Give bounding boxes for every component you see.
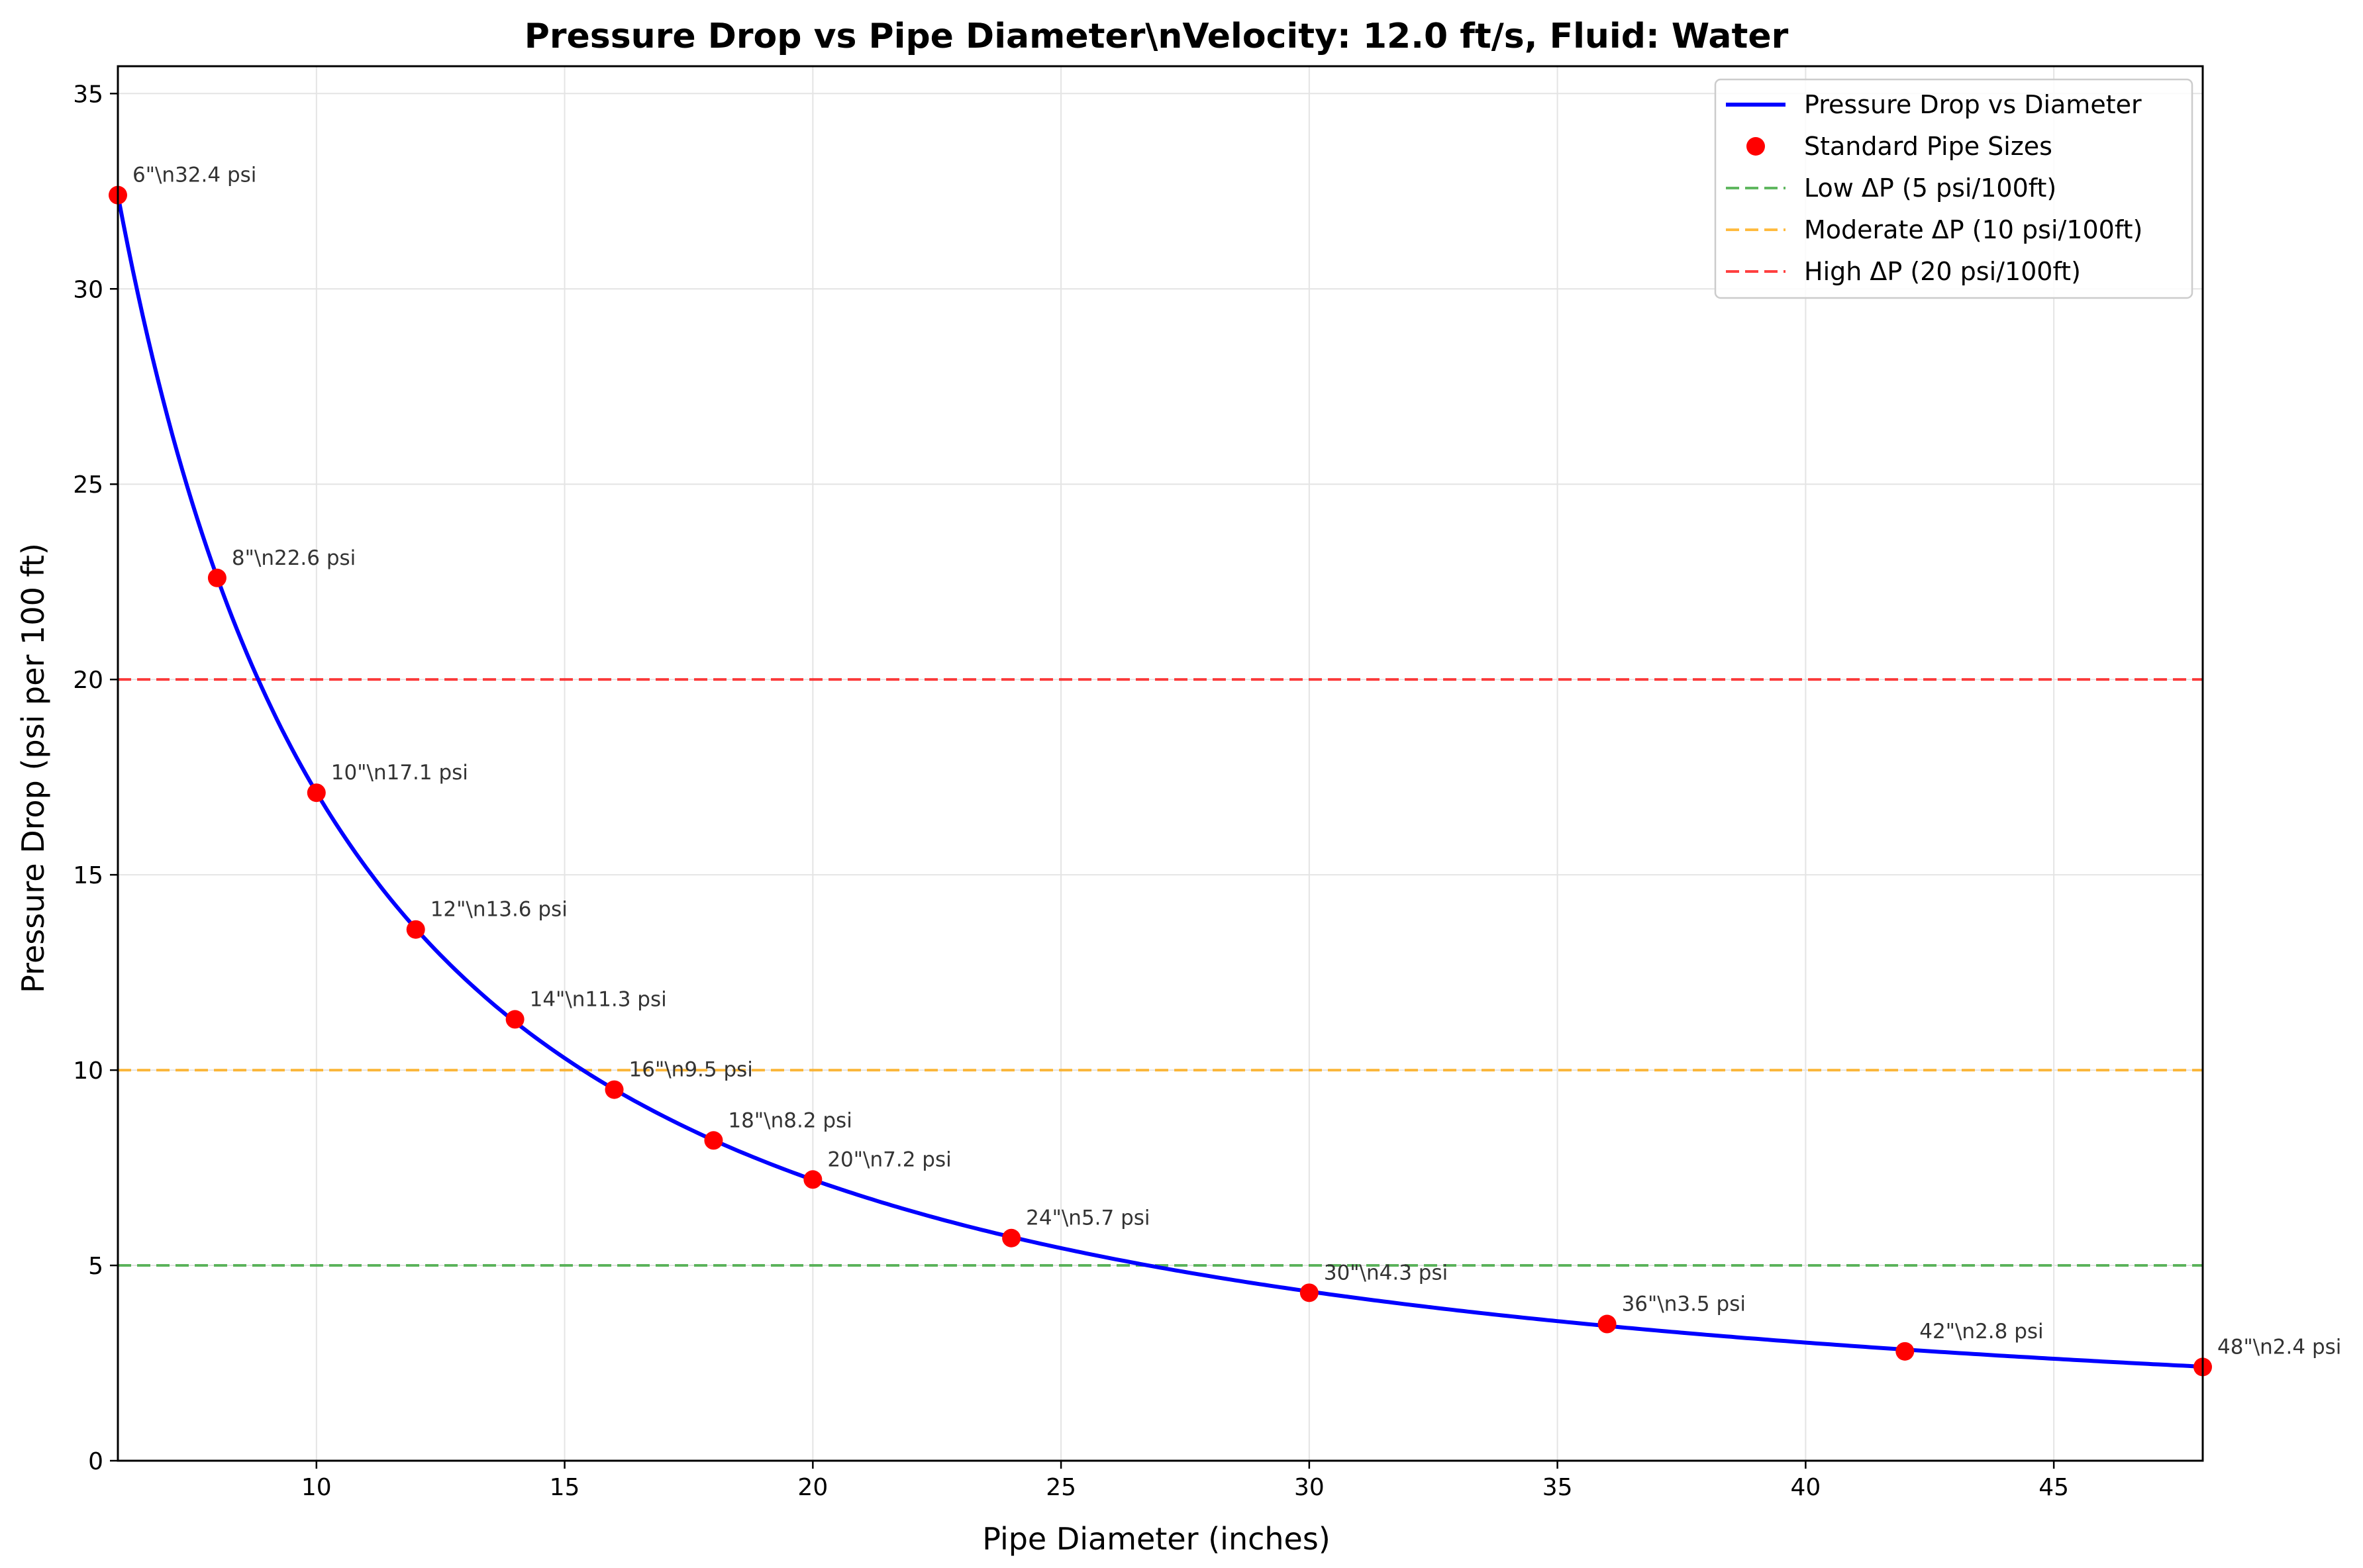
x-tick-label: 25 — [1046, 1474, 1076, 1501]
legend-label: Pressure Drop vs Diameter — [1804, 90, 2142, 119]
standard-pipe-point — [207, 568, 226, 587]
point-annotation: 10"\n17.1 psi — [331, 761, 468, 785]
point-annotation: 18"\n8.2 psi — [728, 1108, 852, 1132]
point-annotation: 12"\n13.6 psi — [430, 898, 568, 922]
standard-pipe-point — [1002, 1228, 1021, 1248]
point-annotation: 6"\n32.4 psi — [132, 164, 256, 187]
x-tick-label: 15 — [550, 1474, 580, 1501]
y-tick-label: 30 — [73, 276, 103, 303]
standard-pipe-point — [1895, 1342, 1915, 1361]
y-tick-label: 15 — [73, 862, 103, 889]
y-tick-label: 25 — [73, 471, 103, 499]
standard-pipe-point — [803, 1170, 823, 1189]
standard-pipe-point — [605, 1080, 624, 1099]
annotations: 6"\n32.4 psi 8"\n22.6 psi 10"\n17.1 psi 12"… — [132, 164, 2341, 1359]
point-annotation: 42"\n2.8 psi — [1919, 1320, 2043, 1344]
x-tick-label: 10 — [301, 1474, 332, 1501]
x-tick-label: 20 — [797, 1474, 828, 1501]
point-annotation: 16"\n9.5 psi — [629, 1058, 753, 1082]
axes: 10 15 20 25 30 35 40 45 0 5 10 15 20 25 30 35 — [73, 81, 2069, 1501]
legend-label: Low ΔP (5 psi/100ft) — [1804, 173, 2056, 203]
y-tick-label: 35 — [73, 81, 103, 108]
standard-pipe-point — [1299, 1283, 1319, 1302]
y-tick-label: 5 — [88, 1253, 103, 1280]
series-layer — [109, 185, 2212, 1377]
x-tick-label: 45 — [2038, 1474, 2069, 1501]
standard-pipe-point — [307, 783, 326, 803]
standard-pipe-point — [704, 1131, 723, 1150]
x-tick-label: 40 — [1790, 1474, 1821, 1501]
reference-lines — [118, 678, 2203, 1267]
legend: Pressure Drop vs Diameter Standard Pipe S… — [1714, 78, 2193, 299]
standard-pipe-point — [1597, 1314, 1617, 1334]
point-annotation: 8"\n22.6 psi — [232, 546, 356, 570]
point-annotation: 30"\n4.3 psi — [1324, 1261, 1448, 1285]
chart-title: Pressure Drop vs Pipe Diameter\nVelocity… — [525, 17, 1789, 56]
standard-pipe-point — [505, 1010, 525, 1029]
x-tick-label: 30 — [1294, 1474, 1325, 1501]
legend-label: Standard Pipe Sizes — [1804, 132, 2052, 161]
x-axis-label: Pipe Diameter (inches) — [982, 1521, 1331, 1557]
pressure-drop-line — [116, 195, 2203, 1369]
point-annotation: 24"\n5.7 psi — [1026, 1206, 1150, 1230]
standard-pipe-point — [406, 920, 425, 939]
y-tick-label: 10 — [73, 1057, 103, 1085]
point-annotation: 48"\n2.4 psi — [2217, 1335, 2341, 1359]
x-tick-label: 35 — [1542, 1474, 1573, 1501]
legend-swatch-dot — [1746, 137, 1765, 156]
y-tick-label: 20 — [73, 667, 103, 694]
legend-label: High ΔP (20 psi/100ft) — [1804, 257, 2081, 286]
legend-box — [1714, 78, 2193, 299]
point-annotation: 20"\n7.2 psi — [827, 1148, 951, 1171]
legend-label: Moderate ΔP (10 psi/100ft) — [1804, 215, 2142, 244]
point-annotation: 36"\n3.5 psi — [1622, 1293, 1746, 1316]
point-annotation: 14"\n11.3 psi — [530, 987, 667, 1011]
y-axis-label: Pressure Drop (psi per 100 ft) — [15, 543, 51, 993]
plot-frame — [117, 65, 2204, 1462]
y-tick-label: 0 — [88, 1448, 103, 1475]
